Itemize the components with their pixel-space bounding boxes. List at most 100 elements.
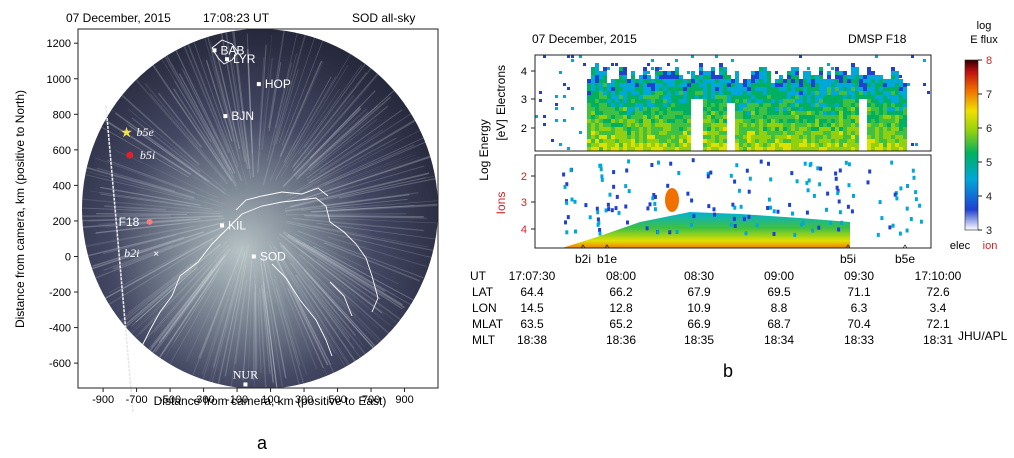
x-tick-label: -100 [226,394,248,406]
electron-flux-cells [535,55,930,151]
colorbar-tick-label: 4 [986,191,992,203]
table-cell: 18:38 [517,333,547,347]
ele-tick-label: 3 [521,94,527,106]
table-cell: 09:30 [844,269,874,283]
station-dot [225,57,230,62]
boundary-label: b2i [575,252,591,266]
station-dot [220,223,224,228]
colorbar-foot-elec: elec [950,240,971,252]
table-cell: 70.4 [847,317,871,331]
colorbar-ticks: 8 7 6 5 4 3 [978,55,992,237]
station-label: BJN [231,109,254,123]
station-dot [256,82,261,87]
station-dot [251,254,256,259]
station-label: HOP [265,77,291,91]
table-row-label: LAT [472,285,494,299]
ylabel-unit: [eV] [494,119,508,140]
station-dot [243,382,248,387]
table-cell: 69.5 [767,285,791,299]
dot-marker [126,151,134,159]
table-cell: 63.5 [520,317,544,331]
table-cell: 17:10:00 [915,269,962,283]
colorbar-tick-label: 6 [986,123,992,135]
x-marker: × [153,249,159,260]
panel-a-time: 17:08:23 UT [203,11,270,25]
table-row-label: UT [470,269,487,283]
y-tick-label: 200 [53,216,71,228]
track-marker-label: F18 [119,215,140,229]
table-cell: 68.7 [767,317,791,331]
table-cell: 65.2 [609,317,633,331]
y-tick-label: 1000 [47,74,71,86]
boundary-label: b5i [840,252,856,266]
station-dot [212,48,217,53]
table-cell: 66.9 [687,317,711,331]
ion-spectrogram [534,154,932,249]
ele-tick-label: 2 [521,123,527,135]
coastlines [128,39,379,388]
table-cell: 18:36 [606,333,636,347]
electron-spectrogram [534,54,932,152]
ephemeris-table: UT 17:07:30 08:00 08:30 09:00 09:30 17:10:00 LA… [470,269,962,347]
table-cell: 10.9 [687,301,711,315]
colorbar [964,59,979,231]
table-cell: 72.1 [926,317,950,331]
panel-a-date: 07 December, 2015 [66,11,171,25]
satellite-track [105,105,134,413]
y-tick-label: -400 [49,323,71,335]
table-cell: 64.4 [520,285,544,299]
y-tick-label: -600 [49,358,71,370]
boundary-tick: ^ [605,243,610,253]
panel-a-axes-frame [77,28,439,389]
x-tick-label: -700 [126,394,148,406]
colorbar-tick-label: 8 [986,55,992,67]
x-tick-label: 900 [395,394,413,406]
table-cell: 18:34 [764,333,794,347]
ylabel-log-energy: Log Energy [477,119,491,180]
panel-b-y-ticks: 4 3 2 2 3 4 [521,66,535,236]
x-tick-label: 100 [261,394,279,406]
x-tick-label: -300 [193,394,215,406]
x-tick-label: 300 [295,394,313,406]
y-tick-label: 0 [65,251,71,263]
boundary-label: b5e [895,252,915,266]
boundary-markers: ^b2i^b1e^b5i^b5e [575,243,915,266]
x-tick-label: -500 [159,394,181,406]
station-dot [223,114,228,119]
table-cell: 12.8 [609,301,633,315]
y-tick-label: 400 [53,180,71,192]
track-marker-label: b2i [124,246,139,260]
star-marker: ★ [120,124,133,140]
panel-a: 07 December, 2015 17:08:23 UT SOD all-sk… [13,11,439,453]
station-label: SOD [260,249,286,263]
table-cell: 08:00 [606,269,636,283]
ion-tick-label: 2 [521,171,527,183]
table-cell: 08:30 [684,269,714,283]
panel-a-letter: a [257,433,268,453]
station-label: KIL [228,218,246,232]
x-tick-label: 700 [362,394,380,406]
boundary-tick: ^ [846,243,851,253]
ele-tick-label: 4 [521,66,527,78]
y-tick-label: 1200 [47,38,71,50]
table-cell: 18:33 [844,333,874,347]
table-row-label: MLAT [472,317,504,331]
panel-b-date: 07 December, 2015 [532,32,637,46]
y-tick-label: 800 [53,109,71,121]
table-row-label: MLT [472,333,496,347]
table-cell: 09:00 [764,269,794,283]
table-credit: JHU/APL [958,329,1008,343]
table-cell: 18:31 [923,333,953,347]
boundary-tick: ^ [903,243,908,253]
track-marker-label: b5i [140,148,155,162]
x-tick-label: -900 [92,394,114,406]
boundary-tick: ^ [581,243,586,253]
y-tick-label: 600 [53,145,71,157]
ylabel-ions: Ions [494,192,508,215]
ion-flux-cells [562,158,923,248]
table-cell: 3.4 [930,301,947,315]
panel-b: 07 December, 2015 DMSP F18 4 3 2 2 3 4 Log En… [470,20,1008,381]
colorbar-tick-label: 5 [986,157,992,169]
